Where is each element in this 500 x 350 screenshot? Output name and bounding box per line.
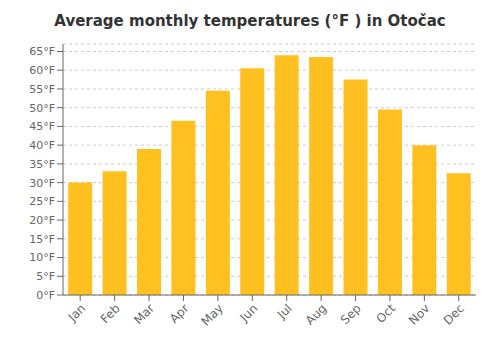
svg-text:10°F: 10°F xyxy=(29,251,55,264)
svg-text:Jul: Jul xyxy=(274,301,295,322)
svg-text:40°F: 40°F xyxy=(29,139,55,152)
svg-text:65°F: 65°F xyxy=(29,45,55,58)
svg-text:Jan: Jan xyxy=(65,301,89,325)
svg-text:50°F: 50°F xyxy=(29,102,55,115)
svg-text:35°F: 35°F xyxy=(29,158,55,171)
svg-text:Mar: Mar xyxy=(131,301,157,327)
svg-text:0°F: 0°F xyxy=(36,289,55,302)
svg-text:Dec: Dec xyxy=(441,301,467,327)
svg-text:Sep: Sep xyxy=(338,301,364,327)
svg-text:60°F: 60°F xyxy=(29,64,55,77)
svg-text:15°F: 15°F xyxy=(29,233,55,246)
svg-text:55°F: 55°F xyxy=(29,83,55,96)
html-text:Average monthly temperatures (: Average monthly temperatures (°F ) in Ot… xyxy=(54,12,446,30)
svg-text:Aug: Aug xyxy=(303,301,329,327)
svg-text:Jun: Jun xyxy=(237,301,261,325)
svg-text:Apr: Apr xyxy=(167,301,192,326)
svg-text:5°F: 5°F xyxy=(36,270,55,283)
svg-text:20°F: 20°F xyxy=(29,214,55,227)
svg-text:Feb: Feb xyxy=(98,301,123,326)
svg-text:Oct: Oct xyxy=(374,301,399,326)
svg-text:May: May xyxy=(199,301,226,328)
svg-text:30°F: 30°F xyxy=(29,177,55,190)
svg-text:25°F: 25°F xyxy=(29,195,55,208)
svg-text:45°F: 45°F xyxy=(29,120,55,133)
svg-text:Nov: Nov xyxy=(406,301,432,327)
